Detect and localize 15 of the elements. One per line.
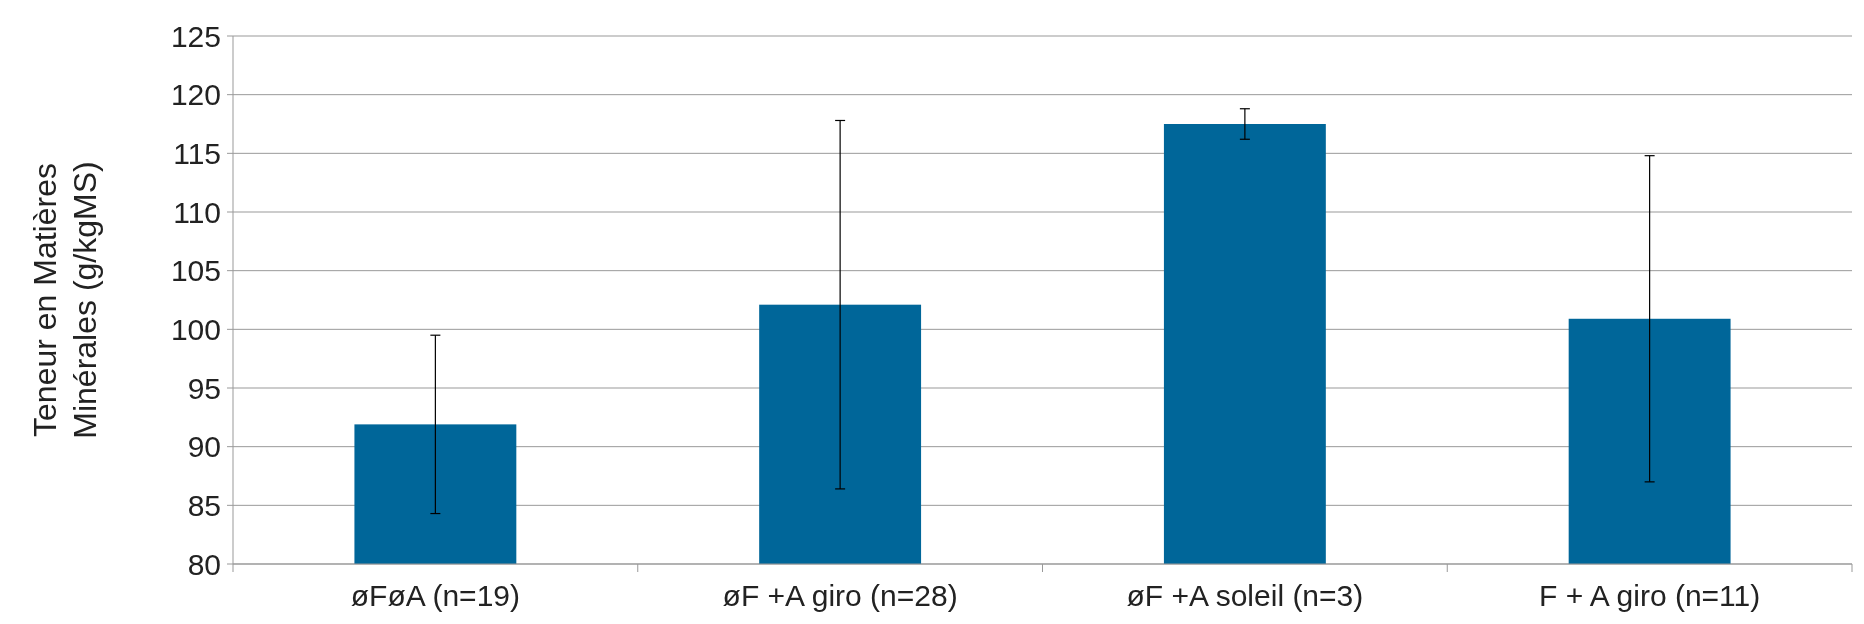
y-tick-label: 80: [187, 547, 221, 581]
y-tick-label: 125: [170, 19, 221, 53]
y-tick-label: 90: [187, 430, 221, 464]
x-tick-label: øFøA (n=19): [350, 579, 520, 612]
y-tick-label: 110: [173, 195, 221, 229]
y-tick-label: 100: [170, 312, 221, 346]
y-tick-label: 95: [187, 371, 221, 405]
y-tick-label: 105: [170, 254, 221, 288]
x-tick-label: F + A giro (n=11): [1539, 579, 1761, 612]
y-axis-title: Teneur en Matières Minérales (g/kgMS): [27, 161, 103, 439]
x-tick-label: øF +A giro (n=28): [722, 579, 958, 612]
y-tick-label: 85: [187, 488, 221, 522]
x-tick-label: øF +A soleil (n=3): [1126, 579, 1364, 612]
y-tick-label: 115: [173, 136, 221, 170]
y-tick-label: 120: [170, 78, 221, 112]
